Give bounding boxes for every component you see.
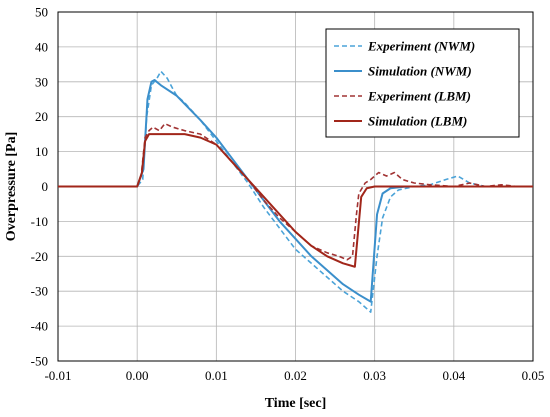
- y-tick-label: 10: [35, 144, 48, 159]
- legend-entry: Experiment (NWM): [334, 39, 475, 54]
- x-tick-label: 0.04: [442, 368, 465, 383]
- x-tick-labels: -0.01 0.00 0.01 0.02 0.03 0.04 0.05: [44, 368, 544, 383]
- x-tick-label: 0.02: [284, 368, 307, 383]
- series-layer: [58, 70, 533, 313]
- y-tick-label: -30: [31, 284, 48, 299]
- x-tick-label: 0.01: [205, 368, 228, 383]
- legend-entry: Experiment (LBM): [334, 89, 471, 104]
- y-axis-title: Overpressure [Pa]: [4, 132, 19, 242]
- legend-label: Experiment (LBM): [367, 89, 471, 104]
- y-tick-label: -50: [31, 354, 48, 369]
- legend-items: Experiment (NWM) Simulation (NWM) Experime…: [334, 39, 475, 129]
- legend-label: Simulation (NWM): [368, 64, 472, 79]
- y-tick-labels: -50 -40 -30 -20 -10 0 10 20 30 40 50: [31, 5, 48, 369]
- x-tick-label: 0.03: [363, 368, 386, 383]
- legend-entry: Simulation (LBM): [334, 114, 467, 129]
- y-tick-label: 20: [35, 109, 48, 124]
- y-tick-label: 30: [35, 74, 48, 89]
- x-tick-label: 0.00: [126, 368, 149, 383]
- y-tick-label: -10: [31, 214, 48, 229]
- y-tick-label: -40: [31, 319, 48, 334]
- legend-label: Simulation (LBM): [368, 114, 467, 129]
- series-line-4: [58, 133, 533, 268]
- x-tick-label: 0.05: [522, 368, 545, 383]
- x-tick-label: -0.01: [44, 368, 71, 383]
- y-tick-label: 0: [42, 179, 49, 194]
- legend-entry: Simulation (NWM): [334, 64, 472, 79]
- series-line-3: [58, 122, 533, 261]
- x-axis-title: Time [sec]: [265, 396, 327, 411]
- legend-label: Experiment (NWM): [367, 39, 475, 54]
- y-tick-label: -20: [31, 249, 48, 264]
- legend: Experiment (NWM) Simulation (NWM) Experime…: [325, 28, 520, 138]
- legend-box: [325, 28, 520, 138]
- y-tick-label: 40: [35, 39, 48, 54]
- y-tick-label: 50: [35, 5, 48, 20]
